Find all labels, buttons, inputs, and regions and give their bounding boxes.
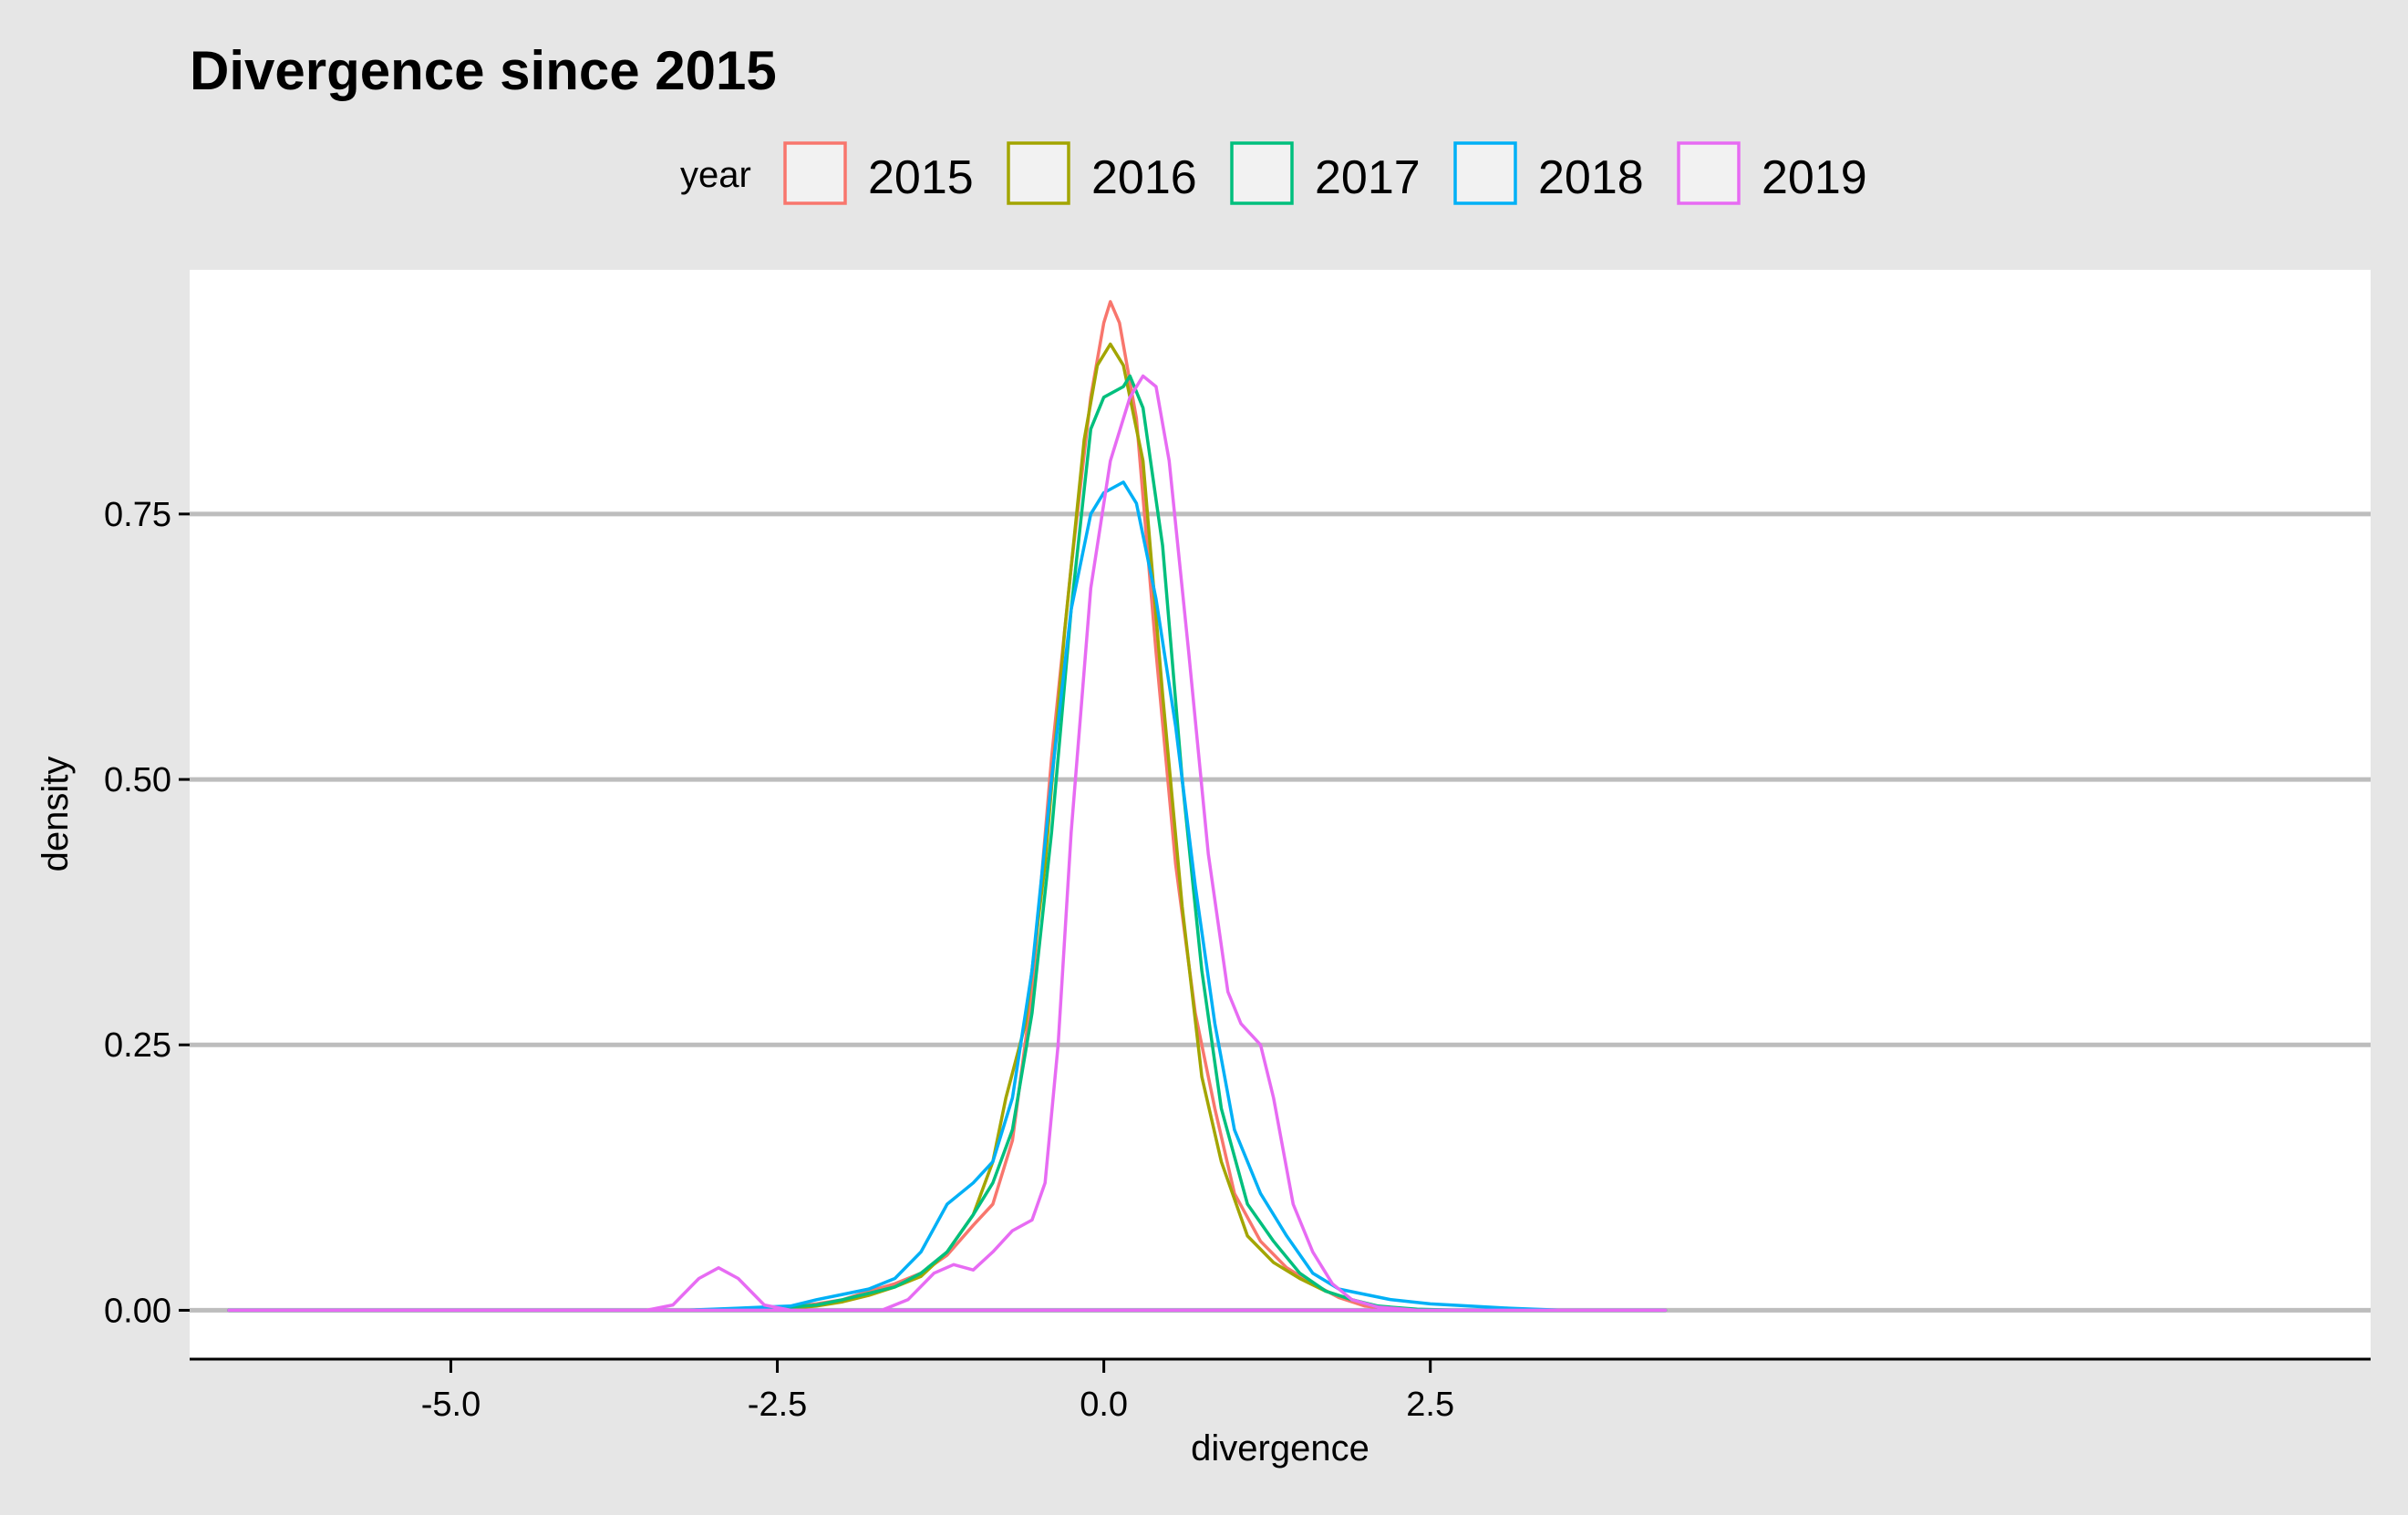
x-tick-label: 0.0 (1080, 1386, 1128, 1424)
legend-label-2015: 2015 (868, 151, 974, 204)
legend-label-2018: 2018 (1538, 151, 1644, 204)
legend-key-2015 (783, 141, 847, 205)
legend-title: year (680, 155, 751, 195)
x-axis-ticks: -5.0 -2.5 0.0 2.5 (421, 1359, 1454, 1424)
legend-label-2016: 2016 (1091, 151, 1197, 204)
y-tick-label: 0.25 (104, 1026, 171, 1065)
density-line-2019 (227, 374, 1668, 1313)
legend-key-2018 (1453, 141, 1517, 205)
density-curves (227, 300, 1668, 1313)
y-axis-ticks: 0.00 0.25 0.50 0.75 (104, 496, 190, 1330)
y-tick-label: 0.00 (104, 1292, 171, 1330)
plot-panel (190, 270, 2371, 1359)
legend-key-2016 (1007, 141, 1070, 205)
x-tick-label: 2.5 (1406, 1386, 1454, 1424)
density-line-2015 (227, 300, 1668, 1313)
legend-label-2019: 2019 (1762, 151, 1867, 204)
chart-title: Divergence since 2015 (190, 40, 777, 101)
y-tick-label: 0.50 (104, 761, 171, 799)
legend-label-2017: 2017 (1315, 151, 1421, 204)
x-tick-label: -2.5 (748, 1386, 807, 1424)
y-tick-label: 0.75 (104, 496, 171, 534)
legend-key-2017 (1230, 141, 1294, 205)
y-axis-title: density (36, 757, 76, 872)
density-line-2018 (227, 480, 1668, 1313)
x-tick-label: -5.0 (421, 1386, 481, 1424)
legend-key-2019 (1677, 141, 1741, 205)
legend: year 2015 2016 2017 2018 2019 (680, 141, 1867, 205)
x-axis-title: divergence (1191, 1428, 1369, 1469)
